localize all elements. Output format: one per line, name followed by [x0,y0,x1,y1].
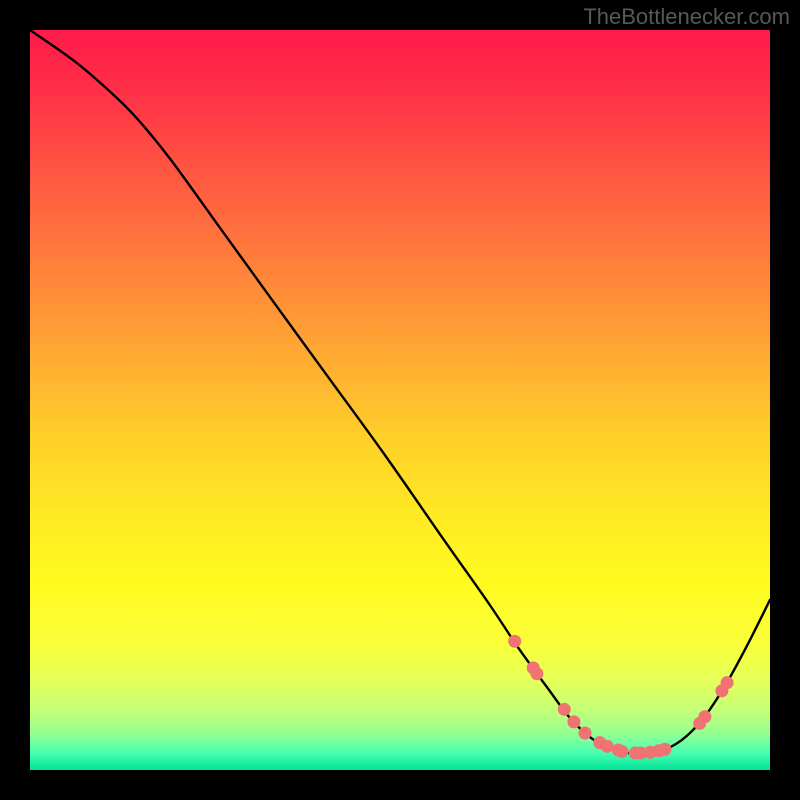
data-marker [721,676,734,689]
data-marker [558,703,571,716]
data-marker [567,715,580,728]
data-marker [508,635,521,648]
data-markers [508,635,733,760]
watermark-text: TheBottlenecker.com [583,4,790,30]
data-marker [658,743,671,756]
data-marker [579,727,592,740]
chart-container: TheBottlenecker.com [0,0,800,800]
data-marker [698,710,711,723]
plot-area [30,30,770,770]
bottleneck-curve [30,30,770,754]
data-marker [601,740,614,753]
curve-layer [30,30,770,770]
data-marker [530,667,543,680]
data-marker [616,745,629,758]
